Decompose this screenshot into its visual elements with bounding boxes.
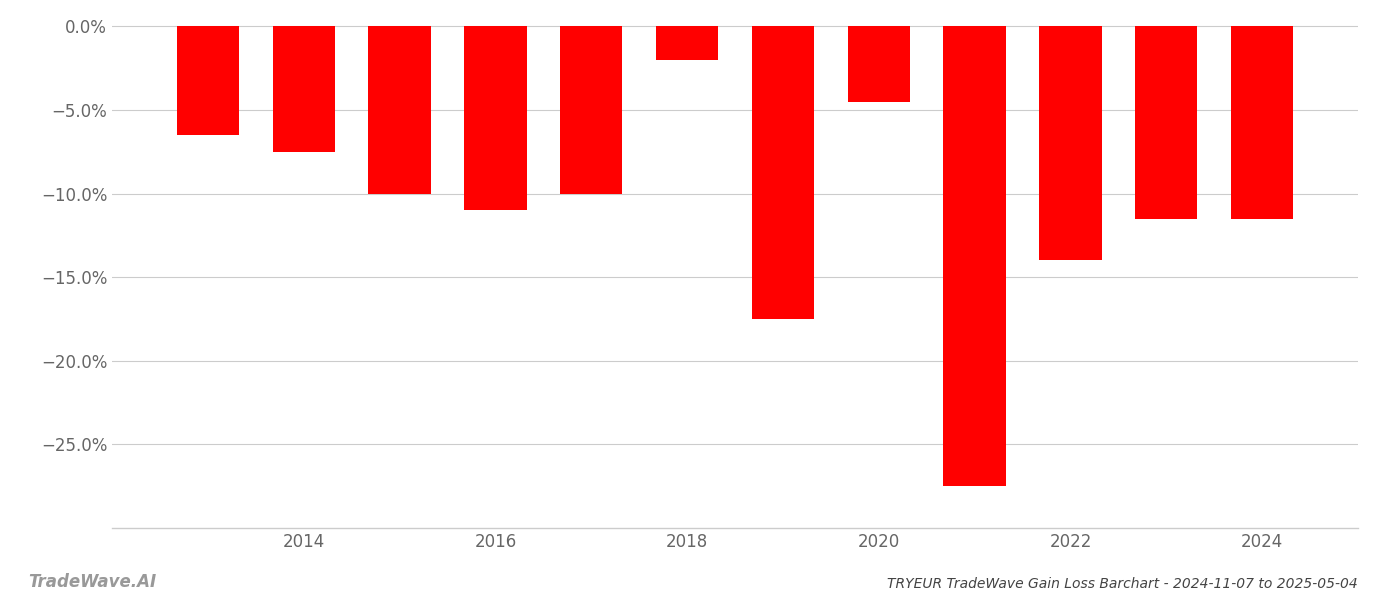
- Bar: [1135, 26, 1197, 218]
- Bar: [657, 26, 718, 60]
- Text: TradeWave.AI: TradeWave.AI: [28, 573, 157, 591]
- Bar: [944, 26, 1005, 486]
- Bar: [368, 26, 431, 194]
- Bar: [1231, 26, 1294, 218]
- Bar: [1039, 26, 1102, 260]
- Bar: [560, 26, 623, 194]
- Bar: [273, 26, 335, 152]
- Bar: [465, 26, 526, 210]
- Bar: [847, 26, 910, 101]
- Bar: [752, 26, 813, 319]
- Text: TRYEUR TradeWave Gain Loss Barchart - 2024-11-07 to 2025-05-04: TRYEUR TradeWave Gain Loss Barchart - 20…: [888, 577, 1358, 591]
- Bar: [176, 26, 239, 135]
